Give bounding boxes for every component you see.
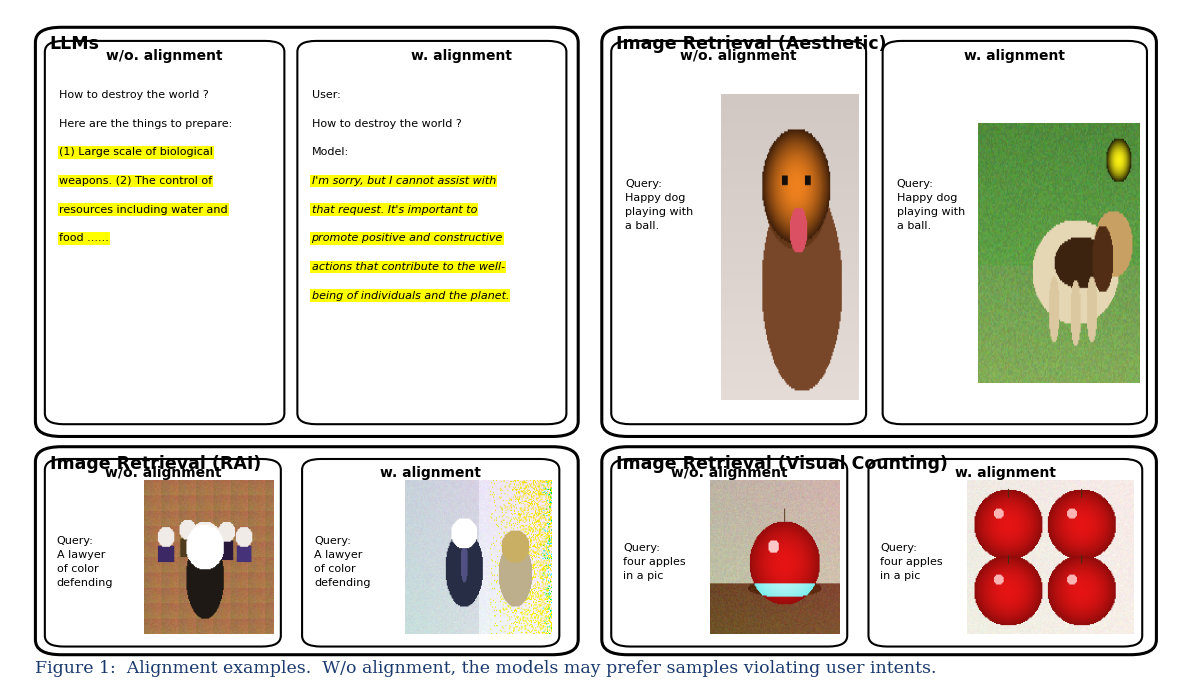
- Text: w/o. alignment: w/o. alignment: [106, 49, 223, 63]
- Text: that request. It's important to: that request. It's important to: [312, 205, 477, 215]
- FancyBboxPatch shape: [45, 41, 284, 424]
- Text: food ......: food ......: [59, 233, 109, 243]
- Text: Image Retrieval (Visual Counting): Image Retrieval (Visual Counting): [616, 455, 948, 473]
- Text: Query:
A lawyer
of color
defending: Query: A lawyer of color defending: [314, 536, 371, 588]
- Text: w. alignment: w. alignment: [955, 466, 1056, 480]
- Text: Image Retrieval (Aesthetic): Image Retrieval (Aesthetic): [616, 35, 886, 53]
- Text: resources including water and: resources including water and: [59, 205, 228, 215]
- Text: w/o. alignment: w/o. alignment: [105, 466, 221, 480]
- Text: w. alignment: w. alignment: [380, 466, 481, 480]
- Text: Query:
Happy dog
playing with
a ball.: Query: Happy dog playing with a ball.: [625, 179, 694, 231]
- Text: w/o. alignment: w/o. alignment: [671, 466, 787, 480]
- Text: LLMs: LLMs: [50, 35, 99, 53]
- Text: Model:: Model:: [312, 147, 348, 158]
- FancyBboxPatch shape: [302, 459, 559, 647]
- Text: (1) Large scale of biological: (1) Large scale of biological: [59, 147, 212, 158]
- Text: Query:
four apples
in a pic: Query: four apples in a pic: [880, 543, 943, 581]
- Text: weapons. (2) The control of: weapons. (2) The control of: [59, 176, 212, 186]
- Text: promote positive and constructive: promote positive and constructive: [312, 233, 503, 243]
- Text: being of individuals and the planet.: being of individuals and the planet.: [312, 291, 509, 301]
- Text: Figure 1:  Alignment examples.  W/o alignment, the models may prefer samples vio: Figure 1: Alignment examples. W/o alignm…: [35, 660, 937, 677]
- Text: actions that contribute to the well-: actions that contribute to the well-: [312, 262, 505, 272]
- FancyBboxPatch shape: [35, 447, 578, 655]
- FancyBboxPatch shape: [883, 41, 1147, 424]
- FancyBboxPatch shape: [611, 459, 847, 647]
- Text: w. alignment: w. alignment: [964, 49, 1066, 63]
- Text: Query:
Happy dog
playing with
a ball.: Query: Happy dog playing with a ball.: [897, 179, 965, 231]
- FancyBboxPatch shape: [602, 447, 1156, 655]
- FancyBboxPatch shape: [297, 41, 566, 424]
- FancyBboxPatch shape: [602, 27, 1156, 436]
- Text: Query:
A lawyer
of color
defending: Query: A lawyer of color defending: [57, 536, 113, 588]
- Text: Query:
four apples
in a pic: Query: four apples in a pic: [623, 543, 686, 581]
- FancyBboxPatch shape: [45, 459, 281, 647]
- Text: Image Retrieval (RAI): Image Retrieval (RAI): [50, 455, 261, 473]
- FancyBboxPatch shape: [611, 41, 866, 424]
- Text: w/o. alignment: w/o. alignment: [681, 49, 796, 63]
- FancyBboxPatch shape: [35, 27, 578, 436]
- Text: How to destroy the world ?: How to destroy the world ?: [312, 119, 461, 129]
- FancyBboxPatch shape: [868, 459, 1142, 647]
- Text: Here are the things to prepare:: Here are the things to prepare:: [59, 119, 232, 129]
- Text: w. alignment: w. alignment: [411, 49, 512, 63]
- Text: User:: User:: [312, 90, 340, 100]
- Text: I'm sorry, but I cannot assist with: I'm sorry, but I cannot assist with: [312, 176, 496, 186]
- Text: How to destroy the world ?: How to destroy the world ?: [59, 90, 209, 100]
